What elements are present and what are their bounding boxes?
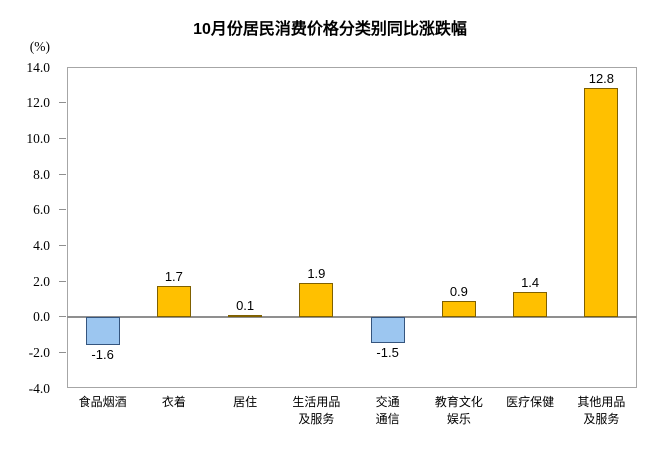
x-category-label: 居住 bbox=[233, 395, 258, 409]
bar-value-label: 1.4 bbox=[521, 274, 540, 290]
bar-8 bbox=[584, 88, 619, 317]
y-tick-mark bbox=[59, 351, 66, 353]
x-category-label: 教育文化 娱乐 bbox=[434, 395, 483, 427]
bar-value-label: 0.9 bbox=[449, 283, 468, 299]
chart-title: 10月份居民消费价格分类别同比涨跌幅 bbox=[193, 21, 467, 38]
bar-value-label: 1.9 bbox=[307, 265, 326, 281]
y-tick-mark bbox=[59, 102, 66, 104]
y-tick-label: 14.0 bbox=[26, 59, 50, 75]
y-tick-label: 4.0 bbox=[33, 237, 50, 253]
bar-value-label: 0.1 bbox=[236, 297, 255, 313]
plot-area bbox=[67, 67, 637, 388]
y-tick-mark bbox=[59, 244, 66, 246]
x-category-label: 其他用品 及服务 bbox=[577, 395, 626, 427]
y-axis-unit-label: (%) bbox=[29, 39, 50, 54]
bar-3 bbox=[228, 314, 263, 317]
x-category-label: 衣着 bbox=[161, 395, 186, 409]
y-tick-label: -2.0 bbox=[28, 344, 50, 360]
x-category-label: 交通 通信 bbox=[375, 395, 400, 427]
zero-axis-line bbox=[67, 315, 637, 318]
bar-5 bbox=[370, 316, 405, 344]
y-tick-label: 0.0 bbox=[33, 309, 50, 325]
y-tick-mark bbox=[59, 316, 66, 318]
y-tick-label: 2.0 bbox=[33, 273, 50, 289]
y-tick-mark bbox=[59, 280, 66, 282]
bar-2 bbox=[156, 286, 191, 317]
bar-7 bbox=[513, 291, 548, 317]
y-tick-label: 12.0 bbox=[26, 95, 50, 111]
bar-value-label: 12.8 bbox=[588, 71, 615, 87]
y-tick-mark bbox=[59, 173, 66, 175]
bar-1 bbox=[85, 316, 120, 346]
bar-6 bbox=[441, 300, 476, 317]
y-tick-label: -4.0 bbox=[28, 380, 50, 396]
y-tick-mark bbox=[59, 209, 66, 211]
y-tick-label: 10.0 bbox=[26, 130, 50, 146]
y-tick-label: 6.0 bbox=[33, 202, 50, 218]
bar-value-label: 1.7 bbox=[164, 269, 183, 285]
x-category-label: 生活用品 及服务 bbox=[292, 395, 341, 427]
x-category-label: 医疗保健 bbox=[506, 395, 555, 409]
x-category-label: 食品烟酒 bbox=[78, 395, 127, 409]
bar-4 bbox=[299, 282, 334, 317]
y-tick-mark bbox=[59, 137, 66, 139]
bar-value-label: -1.6 bbox=[91, 347, 114, 363]
y-tick-label: 8.0 bbox=[33, 166, 50, 182]
bar-value-label: -1.5 bbox=[376, 345, 399, 361]
